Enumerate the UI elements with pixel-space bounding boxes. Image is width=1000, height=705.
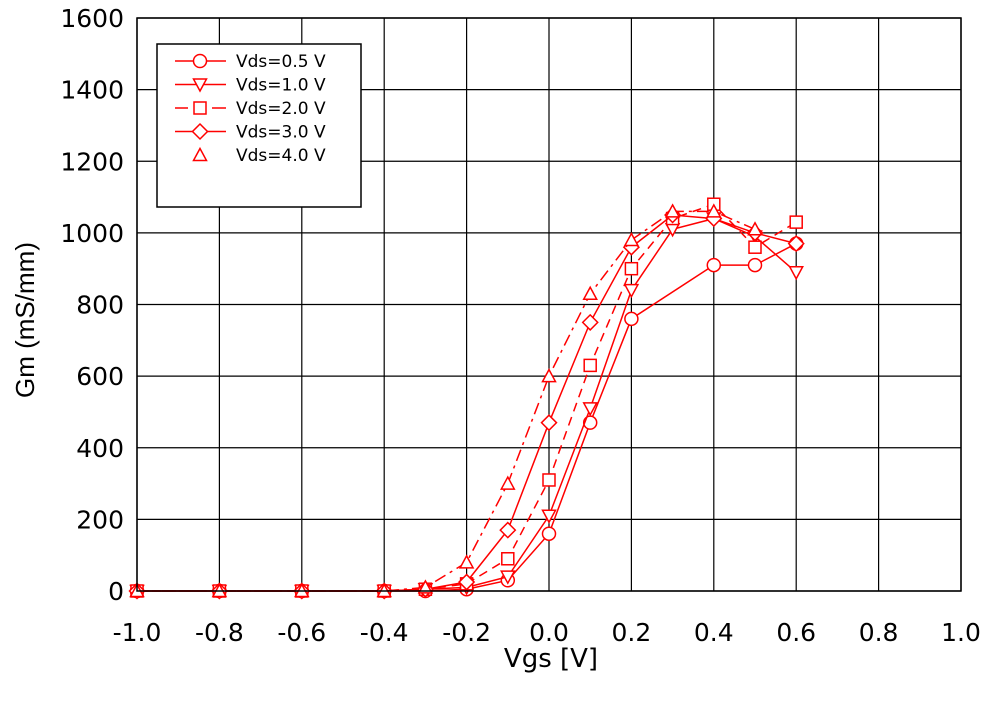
data-point [747, 257, 763, 273]
x-tick-label: 1.0 [941, 618, 981, 647]
x-tick-label: -0.8 [195, 618, 244, 647]
data-point [540, 414, 558, 432]
y-tick-label: 1400 [60, 76, 124, 105]
x-tick-label: 0.2 [612, 618, 652, 647]
x-tick-label: 0.4 [694, 618, 734, 647]
legend-label: Vds=3.0 V [236, 123, 326, 143]
legend-item: Vds=4.0 V [192, 146, 326, 166]
data-point [787, 235, 805, 253]
data-point [417, 579, 434, 594]
y-tick-label: 600 [76, 362, 124, 391]
data-point [789, 215, 803, 229]
data-point [706, 257, 722, 273]
y-tick-label: 800 [76, 291, 124, 320]
x-tick-label: 0.8 [859, 618, 899, 647]
data-point [623, 231, 640, 247]
legend-label: Vds=4.0 V [236, 146, 326, 166]
data-point [748, 240, 762, 254]
legend-label: Vds=1.0 V [236, 76, 326, 96]
data-point [624, 311, 639, 327]
data-point [191, 122, 209, 141]
data-point [706, 203, 722, 218]
x-tick-label: -0.2 [442, 618, 491, 647]
x-tick-label: -0.6 [277, 618, 326, 647]
data-point [193, 101, 207, 115]
x-axis-label: Vgs [V] [504, 644, 598, 674]
series-line [137, 203, 797, 592]
data-point [747, 221, 763, 236]
y-tick-label: 200 [76, 505, 124, 534]
y-tick-label: 1000 [60, 219, 124, 248]
data-point [499, 521, 517, 539]
data-point [192, 146, 208, 162]
data-point [500, 475, 516, 490]
y-axis-label: Gm (mS/mm) [10, 242, 40, 398]
tick-labels: -1.0 -0.8 -0.6 -0.4 -0.2 0.0 0.2 0.4 0.6 0.8 1.0 0 2… [60, 4, 981, 647]
legend-label: Vds=2.0 V [236, 99, 326, 119]
data-point [192, 78, 208, 93]
legend: Vds=0.5 V Vds=1.0 V Vds=2.0 V Vds=3.0 V Vds=… [156, 43, 362, 208]
legend-item: Vds=2.0 V [175, 99, 326, 119]
data-point [192, 53, 208, 69]
series [129, 203, 763, 598]
y-tick-label: 1200 [60, 147, 124, 176]
y-tick-label: 1600 [60, 4, 124, 33]
data-point [788, 266, 804, 281]
legend-item: Vds=1.0 V [175, 76, 326, 96]
data-point [581, 313, 599, 331]
data-point [541, 526, 557, 541]
y-tick-label: 400 [76, 434, 124, 463]
x-tick-label: -0.4 [360, 618, 409, 647]
data-point [541, 368, 557, 383]
data-point [624, 261, 639, 276]
data-point [582, 415, 598, 430]
legend-item: Vds=3.0 V [175, 123, 326, 143]
data-point [542, 473, 556, 487]
legend-box [156, 43, 362, 208]
data-point [541, 509, 557, 524]
data-point [664, 203, 681, 218]
x-tick-label: 0.0 [529, 618, 569, 647]
y-tick-label: 0 [108, 577, 124, 606]
data-point [623, 283, 640, 299]
data-point [583, 358, 597, 373]
data-point [458, 554, 475, 569]
data-point [582, 402, 598, 417]
x-tick-label: 0.6 [776, 618, 816, 647]
data-point [458, 573, 476, 591]
legend-item: Vds=0.5 V [175, 52, 326, 72]
data-point [500, 570, 516, 585]
x-tick-label: -1.0 [113, 618, 162, 647]
plot-frame [136, 17, 962, 592]
data-point [501, 552, 515, 566]
legend-label: Vds=0.5 V [236, 52, 326, 72]
data-point [582, 285, 598, 301]
